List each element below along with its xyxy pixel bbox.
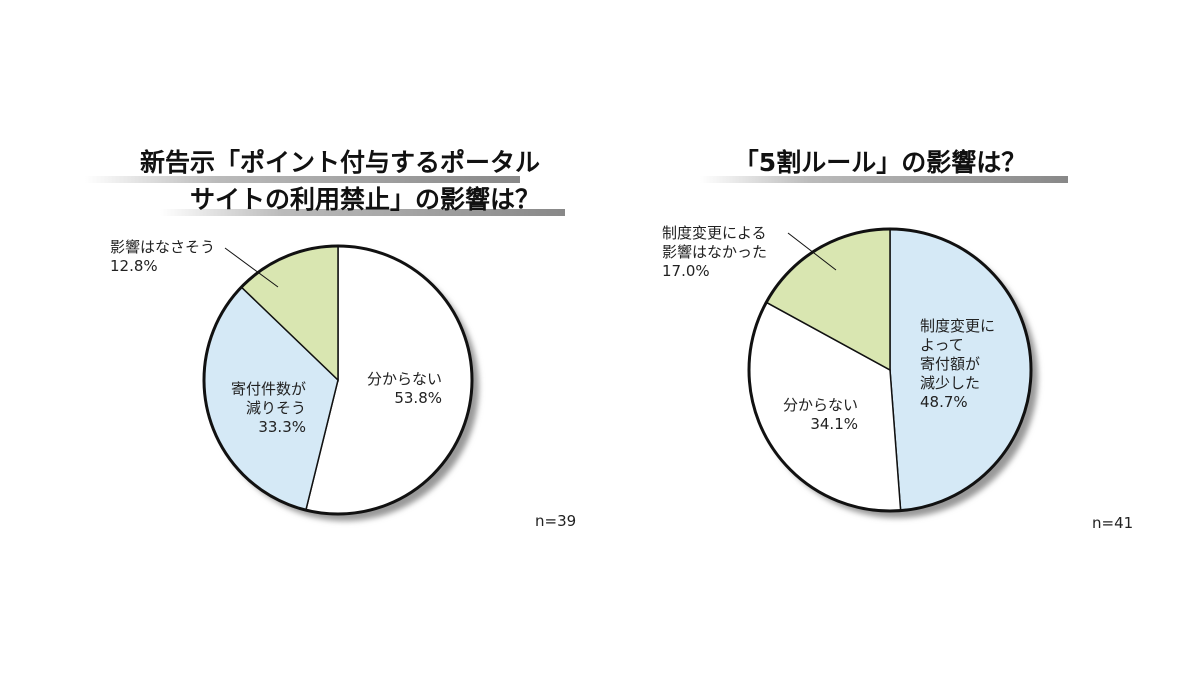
slice-name: 寄付件数が 減りそう — [230, 380, 306, 417]
slice-label: 寄付件数が 減りそう 33.3% — [231, 380, 306, 437]
slice-label: 制度変更に よって 寄付額が 減少した 48.7% — [920, 317, 995, 412]
pie-outline — [747, 227, 1033, 513]
title-underline — [85, 176, 520, 183]
slice-name: 影響はなさそう — [110, 238, 216, 256]
slice-name: 分からない — [782, 396, 858, 414]
leader-line — [224, 247, 279, 288]
slice-label: 制度変更による 影響はなかった 17.0% — [662, 224, 767, 281]
chart-title: 「5割ルール」の影響は？ — [733, 148, 1027, 177]
slice-name: 制度変更に よって 寄付額が 減少した — [920, 317, 996, 392]
slice-label: 分からない 53.8% — [367, 370, 442, 408]
slice-name: 制度変更による 影響はなかった — [662, 224, 768, 261]
sample-size: n=41 — [1092, 514, 1134, 532]
slice-value: 34.1% — [810, 415, 858, 433]
sample-size: n=39 — [535, 512, 577, 530]
slice-value: 53.8% — [394, 389, 442, 407]
leader-line — [787, 232, 837, 271]
slice-value: 12.8% — [110, 257, 158, 275]
slice-label: 影響はなさそう 12.8% — [110, 238, 215, 276]
pie-outline — [202, 244, 474, 516]
slice-value: 17.0% — [662, 262, 710, 280]
slice-value: 33.3% — [258, 418, 306, 436]
title-underline — [700, 176, 1068, 183]
slice-label: 分からない 34.1% — [783, 396, 858, 434]
slice-name: 分からない — [366, 370, 442, 388]
chart-title: 新告示「ポイント付与するポータル サイトの利用禁止」の影響は？ — [139, 148, 540, 214]
title-underline — [160, 209, 565, 216]
slice-value: 48.7% — [920, 393, 968, 411]
